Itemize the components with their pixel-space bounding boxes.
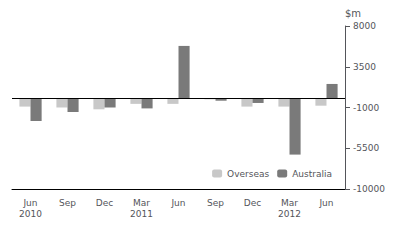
svg-text:-5500: -5500	[353, 143, 379, 153]
svg-text:2011: 2011	[130, 209, 153, 219]
svg-text:Mar: Mar	[133, 198, 150, 208]
svg-text:Mar: Mar	[281, 198, 298, 208]
svg-text:-10000: -10000	[353, 184, 385, 194]
svg-text:Sep: Sep	[59, 198, 76, 208]
svg-text:Dec: Dec	[244, 198, 261, 208]
svg-text:$m: $m	[345, 8, 361, 19]
svg-text:8000: 8000	[353, 21, 376, 31]
svg-text:Jun: Jun	[170, 198, 185, 208]
svg-text:-1000: -1000	[353, 103, 379, 113]
svg-text:Jun: Jun	[22, 198, 37, 208]
svg-text:Dec: Dec	[96, 198, 113, 208]
svg-text:2010: 2010	[19, 209, 42, 219]
svg-text:Australia: Australia	[292, 169, 332, 179]
svg-text:Overseas: Overseas	[227, 169, 269, 179]
svg-text:3500: 3500	[353, 62, 376, 72]
svg-text:2012: 2012	[278, 209, 301, 219]
svg-text:Jun: Jun	[318, 198, 333, 208]
svg-text:Sep: Sep	[207, 198, 224, 208]
